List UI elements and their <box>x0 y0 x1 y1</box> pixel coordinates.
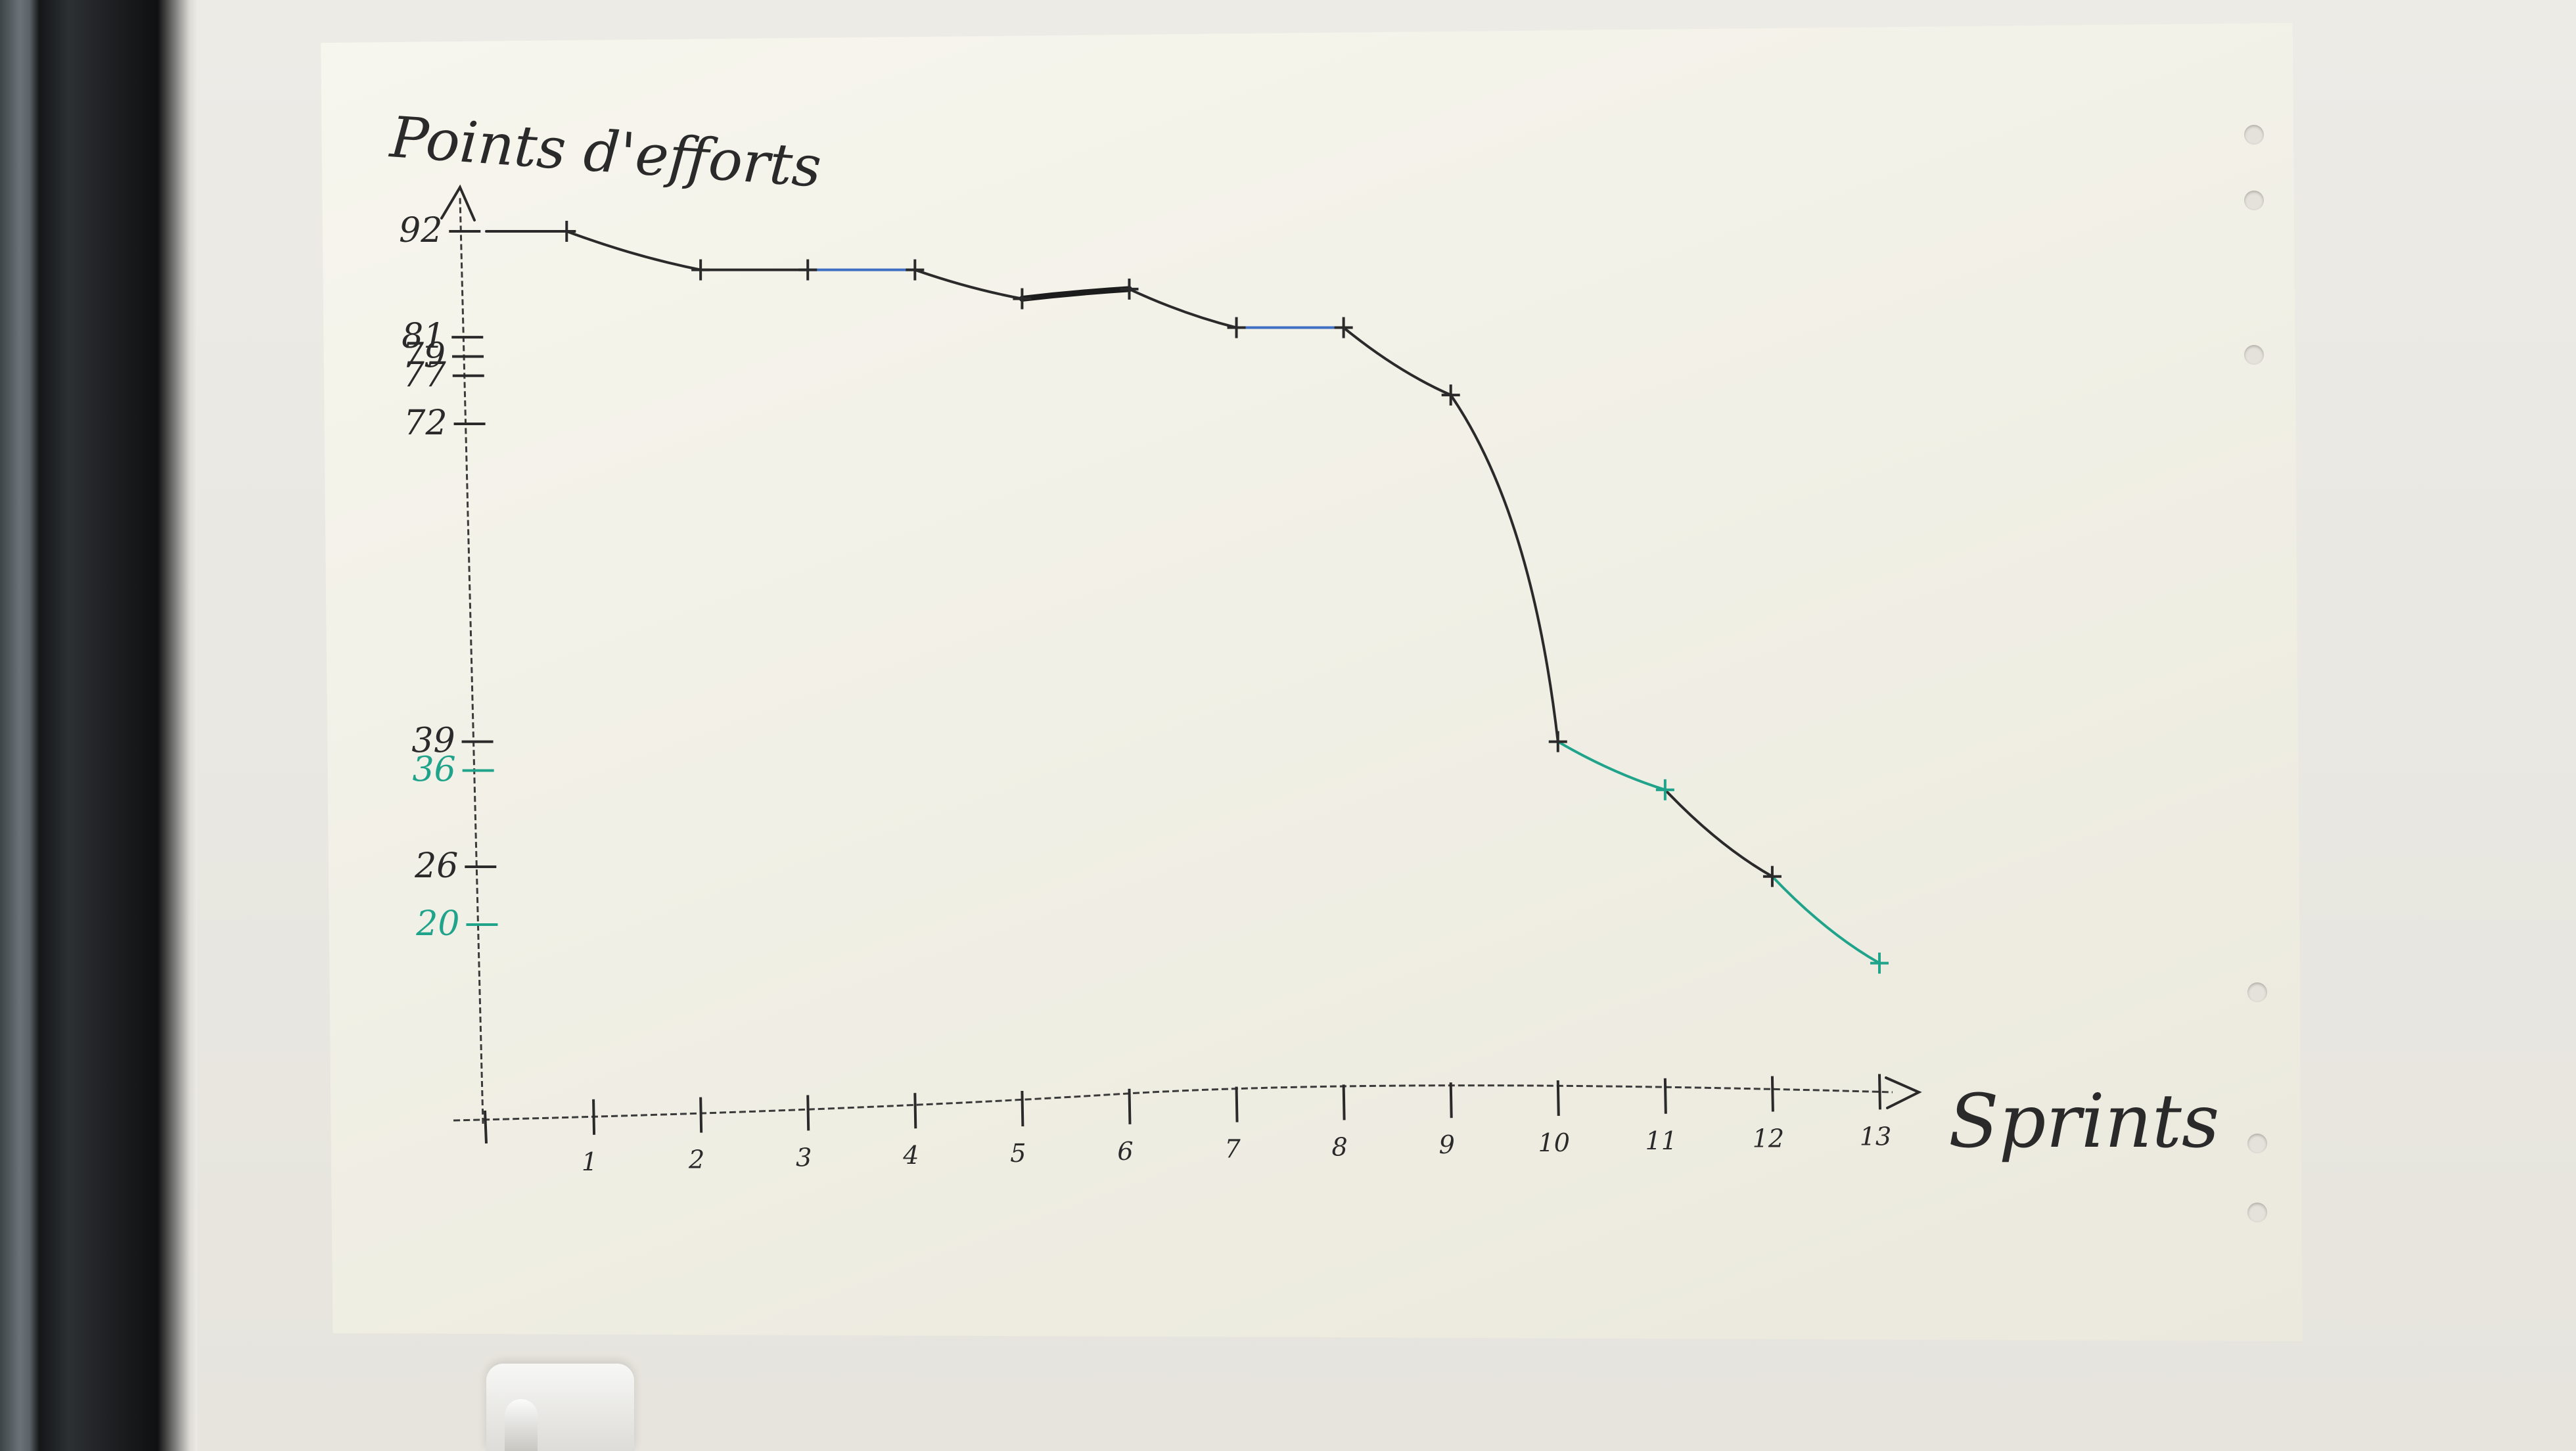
data-point-1 <box>557 221 576 242</box>
x-tick-6 <box>1128 1088 1132 1124</box>
y-axis-label: Points d'efforts <box>387 104 824 200</box>
line-segment-5 <box>1019 286 1132 302</box>
line-segment-4 <box>913 268 1024 300</box>
y-tick-label: 39 <box>411 722 455 761</box>
series-line <box>485 229 1881 965</box>
x-tick-label: 11 <box>1645 1126 1677 1155</box>
x-axis-arrow-icon <box>1885 1076 1922 1109</box>
y-axis-line <box>459 196 484 1124</box>
y-tick-label: 36 <box>412 750 455 790</box>
axes <box>440 184 1922 1144</box>
x-tick-label: 4 <box>902 1141 919 1170</box>
y-axis-arrow-icon <box>440 184 476 221</box>
line-segment-8 <box>1342 326 1452 397</box>
x-axis-line <box>453 1084 1893 1122</box>
x-tick-8 <box>1342 1084 1346 1120</box>
x-axis-label: Sprints <box>1948 1079 2219 1164</box>
x-tick-1 <box>592 1099 596 1135</box>
x-tick-12 <box>1770 1076 1774 1112</box>
x-tick-label: 6 <box>1117 1137 1133 1166</box>
x-tick-10 <box>1556 1080 1560 1117</box>
x-axis-origin-tick <box>484 1110 488 1144</box>
line-segment-12 <box>1770 875 1881 965</box>
x-tick-label: 3 <box>796 1143 812 1172</box>
x-ticks: 1 2 3 4 5 6 7 8 9 10 11 12 13 <box>582 1074 1891 1176</box>
data-point-5 <box>1013 288 1032 310</box>
window-frame <box>0 0 197 1451</box>
x-tick-label: 9 <box>1439 1130 1455 1159</box>
x-tick-label: 2 <box>688 1145 704 1174</box>
x-tick-label: 7 <box>1224 1135 1241 1164</box>
x-tick-label: 5 <box>1010 1139 1026 1168</box>
y-tick-label: 79 <box>402 336 446 375</box>
y-tick-label: 20 <box>415 904 459 944</box>
x-tick-label: 8 <box>1332 1132 1348 1161</box>
y-tick-label: 72 <box>403 403 447 443</box>
paper-sheet <box>321 23 2303 1341</box>
line-segment-11 <box>1663 788 1774 878</box>
paper-hole <box>2244 191 2264 210</box>
data-point-2 <box>691 259 710 281</box>
data-point-12 <box>1762 865 1782 887</box>
data-point-3 <box>798 259 817 281</box>
x-tick-label: 13 <box>1860 1122 1891 1151</box>
wall-switch <box>486 1364 634 1451</box>
paper-hole <box>2247 1134 2267 1153</box>
y-tick-label: 81 <box>402 317 445 356</box>
line-segment-6 <box>1128 287 1238 329</box>
data-points <box>557 221 1889 974</box>
data-point-7 <box>1227 317 1246 338</box>
paper-hole <box>2247 1203 2267 1222</box>
x-tick-13 <box>1878 1074 1881 1110</box>
x-tick-label: 10 <box>1538 1128 1570 1157</box>
y-tick-label: 77 <box>403 356 447 395</box>
x-tick-9 <box>1449 1082 1453 1118</box>
y-tick-label: 26 <box>414 846 458 886</box>
paper-hole <box>2244 345 2264 365</box>
wall-switch-knob <box>505 1399 538 1451</box>
line-segment-1 <box>565 230 702 271</box>
data-point-13 <box>1870 952 1889 974</box>
data-point-4 <box>906 259 925 281</box>
data-point-9 <box>1441 384 1460 406</box>
line-segment-10 <box>1556 740 1667 791</box>
y-tick-label: 92 <box>399 211 442 250</box>
data-point-10 <box>1548 731 1567 752</box>
paper-hole <box>2244 125 2264 145</box>
x-tick-5 <box>1021 1090 1024 1127</box>
paper-hole <box>2247 982 2267 1002</box>
data-point-6 <box>1120 278 1139 300</box>
line-segment-9 <box>1449 394 1559 743</box>
data-point-11 <box>1655 779 1674 800</box>
data-point-8 <box>1334 317 1353 338</box>
x-tick-11 <box>1663 1078 1667 1114</box>
x-tick-label: 12 <box>1753 1124 1784 1153</box>
x-tick-label: 1 <box>582 1147 597 1176</box>
